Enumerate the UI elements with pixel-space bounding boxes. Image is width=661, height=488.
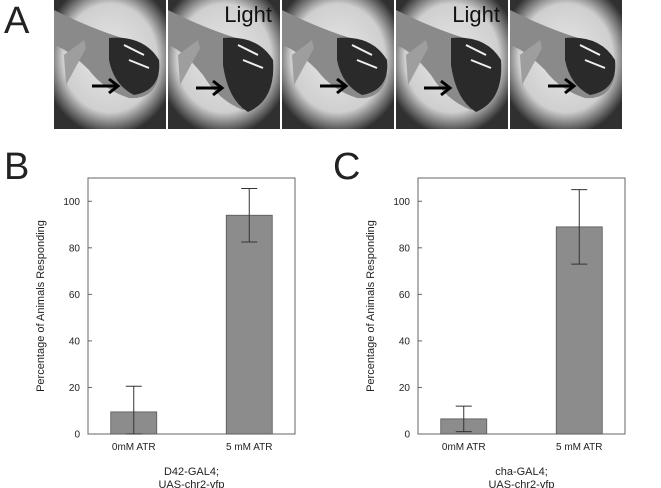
y-tick-label: 0 (74, 430, 80, 441)
y-tick-label: 60 (399, 290, 411, 301)
y-axis-label: Percentage of Animals Responding (35, 220, 47, 392)
x-category-label: 0mM ATR (442, 442, 486, 453)
chart-b-svg: 0 20 40 60 80 100 Percentage of Animals Respon… (35, 177, 296, 488)
y-tick-label: 20 (399, 383, 411, 394)
light-label: Light (452, 2, 500, 27)
chart-b: 0 20 40 60 80 100 Percentage of Animals Respon… (0, 158, 300, 488)
y-tick-label: 80 (399, 243, 411, 254)
plot-frame (417, 177, 626, 435)
larva-frame-2: Light (168, 0, 280, 129)
panel-b-letter: B (4, 146, 30, 188)
x-category-label: 0mM ATR (112, 442, 156, 453)
y-axis-label: Percentage of Animals Responding (365, 220, 377, 392)
genotype-caption: cha-GAL4; (495, 466, 548, 478)
y-tick-label: 40 (399, 336, 411, 347)
y-tick-label: 60 (69, 290, 81, 301)
plot-frame (87, 177, 296, 435)
larva-photo-strip: Light Light (54, 0, 622, 129)
larva-image-2 (168, 0, 280, 129)
y-tick-label: 20 (69, 383, 81, 394)
x-category-label: 5 mM ATR (226, 442, 272, 453)
y-tick-label: 0 (404, 430, 410, 441)
larva-frame-4: Light (396, 0, 508, 129)
larva-frame-5 (510, 0, 622, 129)
larva-image-3 (282, 0, 394, 129)
chart-c-svg: 0 20 40 60 80 100 Percentage of Animals Respon… (365, 177, 626, 488)
y-tick-label: 100 (393, 197, 410, 208)
larva-frame-3 (282, 0, 394, 129)
larva-image-1 (54, 0, 166, 129)
y-tick-label: 80 (69, 243, 81, 254)
light-label: Light (224, 2, 272, 27)
y-tick-label: 40 (69, 336, 81, 347)
larva-image-4 (396, 0, 508, 129)
y-tick-label: 100 (63, 197, 80, 208)
x-category-label: 5 mM ATR (556, 442, 602, 453)
panel-a-letter: A (4, 0, 30, 42)
larva-image-5 (510, 0, 622, 129)
panel-c-letter: C (333, 146, 361, 188)
genotype-caption: UAS-chr2-yfp (158, 479, 224, 488)
chart-c: 0 20 40 60 80 100 Percentage of Animals Respon… (330, 158, 630, 488)
genotype-caption: UAS-chr2-yfp (488, 479, 554, 488)
larva-frame-1 (54, 0, 166, 129)
bar (225, 214, 273, 435)
genotype-caption: D42-GAL4; (164, 466, 219, 478)
